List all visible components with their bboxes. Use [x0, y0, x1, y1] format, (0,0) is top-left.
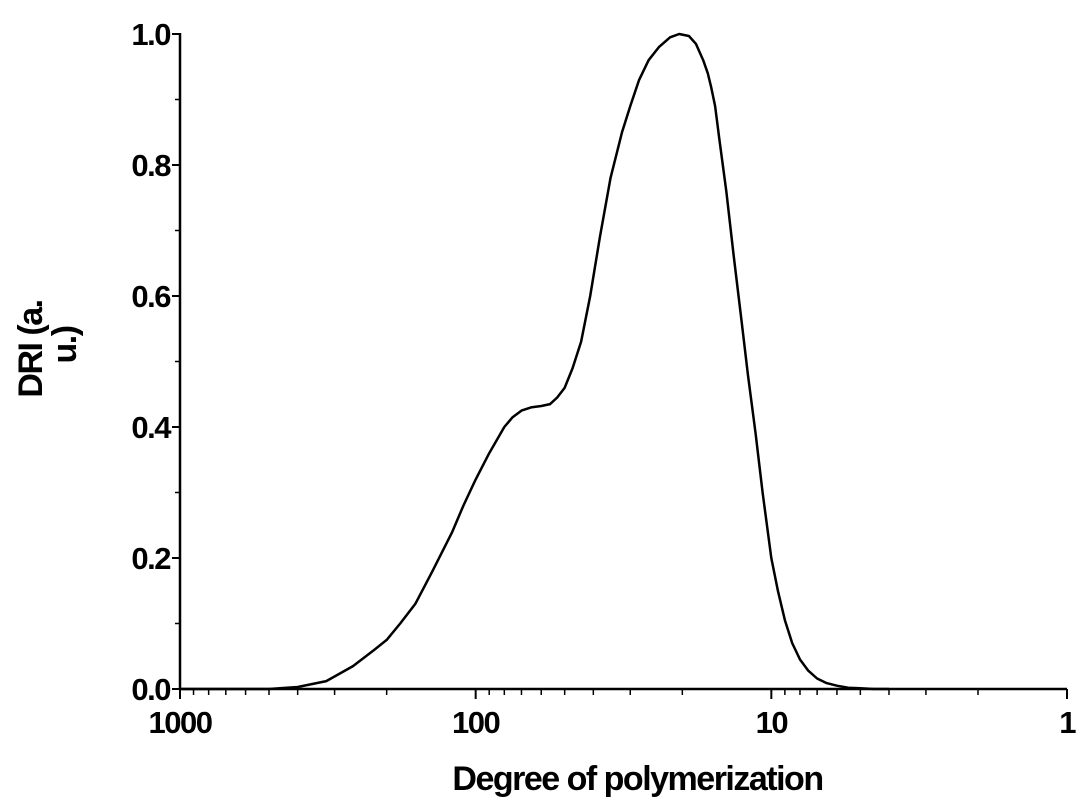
y-axis-label: DRI (a. u.) — [12, 292, 84, 397]
y-axis-label-line-1: DRI (a. — [12, 300, 50, 397]
ticks — [172, 33, 1068, 699]
x-tick-label: 1000 — [149, 705, 212, 740]
y-tick-label: 0.0 — [131, 672, 170, 707]
y-axis-label-line-2: u.) — [46, 326, 84, 363]
y-tick-label: 0.2 — [131, 541, 170, 576]
y-tick-label: 0.6 — [131, 279, 171, 314]
x-axis-label: Degree of polymerization — [452, 760, 822, 798]
x-tick-label: 10 — [756, 705, 788, 740]
y-tick-label: 1.0 — [131, 17, 170, 52]
x-tick-label: 100 — [452, 705, 499, 740]
y-tick-label: 0.8 — [131, 148, 171, 183]
y-tick-label: 0.4 — [131, 410, 172, 445]
x-tick-label: 1 — [1059, 705, 1076, 740]
tick-labels: 0.0 0.2 0.4 0.6 0.8 1.0 1000 100 10 1 — [131, 17, 1077, 740]
series-line — [180, 32, 889, 691]
